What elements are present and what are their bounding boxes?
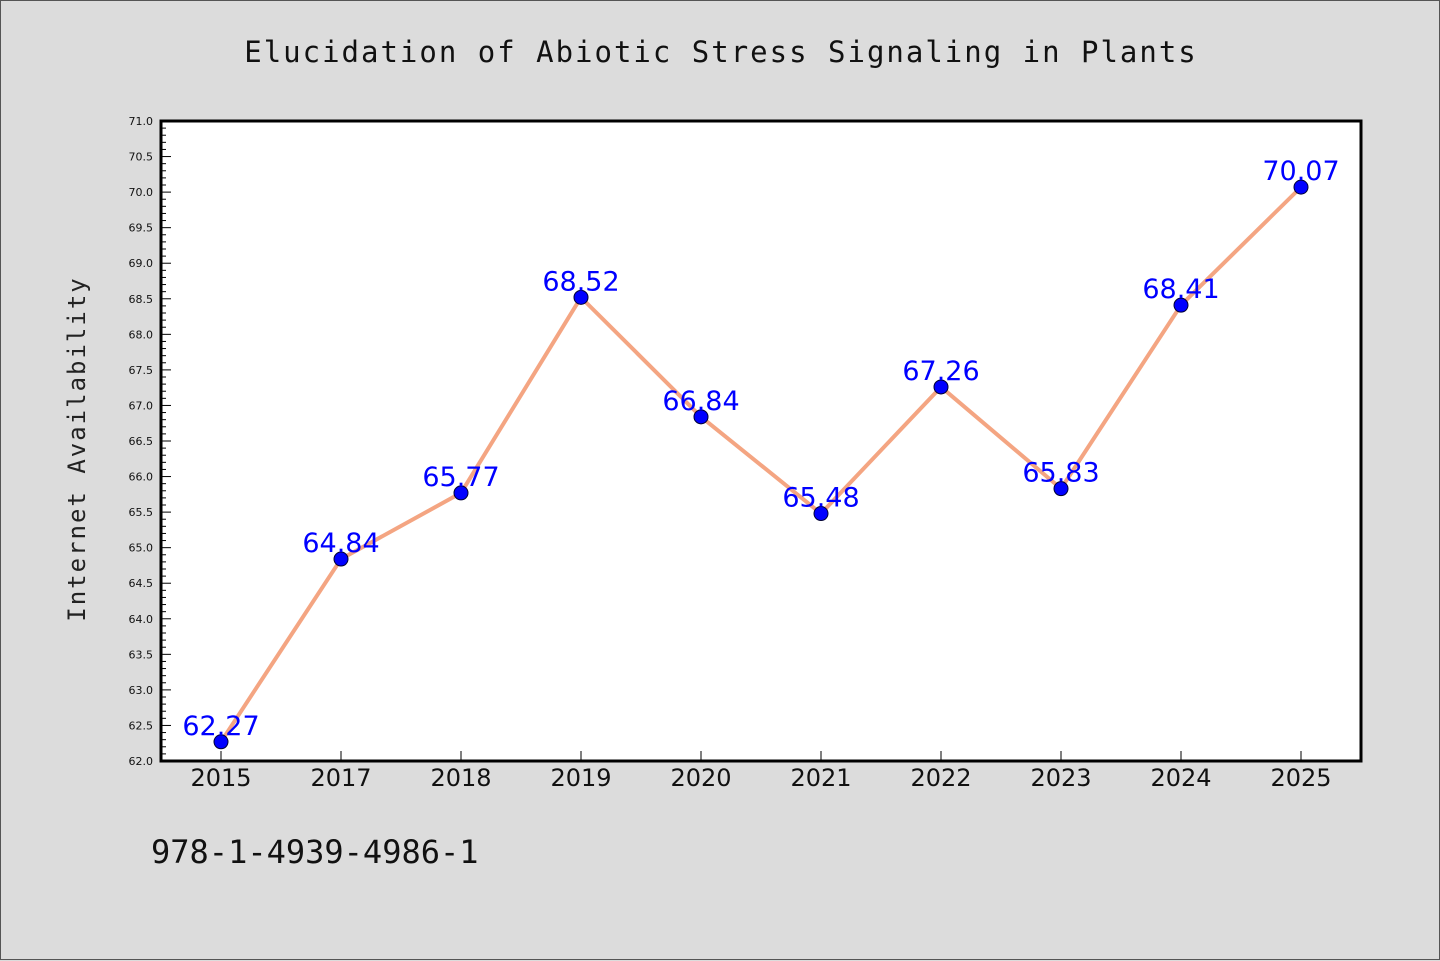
data-label: 64.84 <box>302 528 379 559</box>
data-label: 68.41 <box>1142 274 1219 305</box>
x-tick-label: 2017 <box>310 764 371 792</box>
y-tick-label: 67.0 <box>129 399 154 412</box>
y-tick-label: 70.5 <box>129 151 154 164</box>
data-point <box>1053 481 1069 497</box>
y-tick-label: 68.5 <box>129 293 154 306</box>
data-label: 62.27 <box>182 711 259 742</box>
data-label: 68.52 <box>542 266 619 297</box>
data-point <box>933 379 949 395</box>
y-tick-label: 67.5 <box>129 364 154 377</box>
y-tick-label: 65.5 <box>129 506 154 519</box>
data-point <box>1293 179 1309 195</box>
y-tick-label: 62.5 <box>129 719 154 732</box>
x-tick-label: 2025 <box>1270 764 1331 792</box>
x-tick-label: 2018 <box>430 764 491 792</box>
footer-code: 978-1-4939-4986-1 <box>151 833 479 871</box>
y-tick-label: 62.0 <box>129 755 154 768</box>
data-label: 65.77 <box>422 462 499 493</box>
data-point <box>573 289 589 305</box>
data-label: 65.83 <box>1022 458 1099 489</box>
data-point <box>1173 297 1189 313</box>
data-label: 66.84 <box>662 386 739 417</box>
x-tick-label: 2023 <box>1030 764 1091 792</box>
x-tick-label: 2022 <box>910 764 971 792</box>
y-tick-label: 64.5 <box>129 577 154 590</box>
x-tick-label: 2020 <box>670 764 731 792</box>
data-point <box>813 506 829 522</box>
data-label: 67.26 <box>902 356 979 387</box>
y-tick-label: 65.0 <box>129 542 154 555</box>
data-label: 65.48 <box>782 483 859 514</box>
y-tick-label: 68.0 <box>129 328 154 341</box>
plot-area <box>159 119 1363 763</box>
y-tick-label: 64.0 <box>129 613 154 626</box>
y-tick-label: 69.0 <box>129 257 154 270</box>
data-point <box>333 551 349 567</box>
data-point <box>693 409 709 425</box>
y-tick-label: 63.0 <box>129 684 154 697</box>
data-label: 70.07 <box>1262 156 1339 187</box>
x-tick-label: 2019 <box>550 764 611 792</box>
data-point <box>453 485 469 501</box>
y-tick-label: 66.0 <box>129 471 154 484</box>
y-tick-label: 63.5 <box>129 648 154 661</box>
x-tick-label: 2021 <box>790 764 851 792</box>
y-tick-label: 66.5 <box>129 435 154 448</box>
data-point <box>213 734 229 750</box>
x-tick-label: 2024 <box>1150 764 1211 792</box>
chart-title: Elucidation of Abiotic Stress Signaling … <box>244 35 1198 69</box>
x-tick-label: 2015 <box>190 764 251 792</box>
y-tick-label: 69.5 <box>129 222 154 235</box>
y-tick-label: 70.0 <box>129 186 154 199</box>
y-tick-label: 71.0 <box>129 115 154 128</box>
series-line <box>219 185 1303 743</box>
